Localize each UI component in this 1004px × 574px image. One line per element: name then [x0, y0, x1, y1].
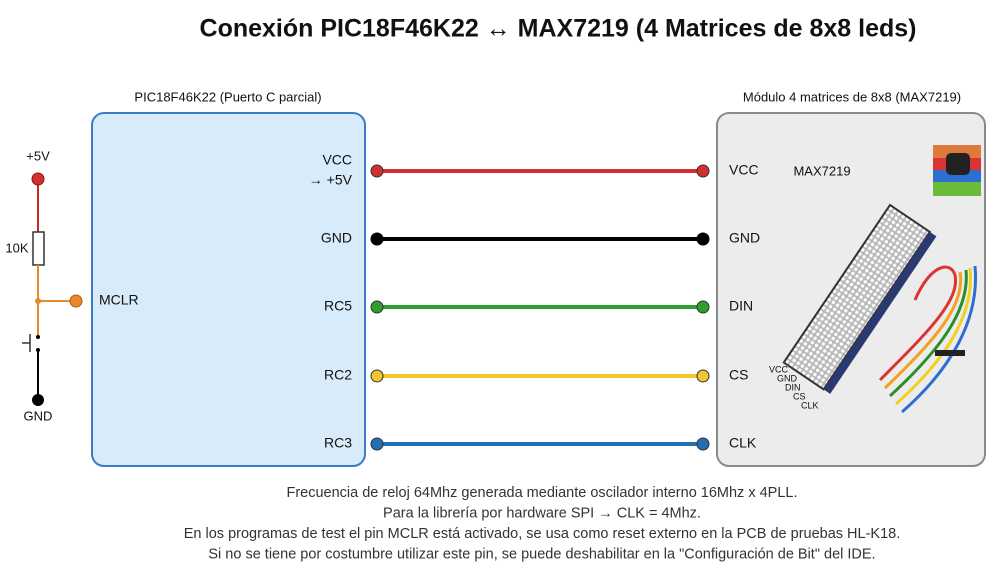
pic-pin: RC2 — [324, 367, 352, 383]
cable — [878, 265, 978, 414]
wire-end — [370, 300, 384, 314]
pic-label: PIC18F46K22 (Puerto C parcial) — [134, 89, 321, 104]
pic-pin: RC5 — [324, 298, 352, 314]
note: Si no se tiene por costumbre utilizar es… — [208, 546, 875, 562]
color-icon — [933, 145, 981, 196]
wire-end — [696, 232, 710, 246]
pic-pin: VCC — [322, 152, 352, 168]
pic-pin: RC3 — [324, 435, 352, 451]
resistor-label: 10K — [5, 240, 28, 255]
wire-end — [370, 232, 384, 246]
header-pin: VCC — [769, 364, 789, 374]
wire-end — [696, 164, 710, 178]
note: Para la librería por hardware SPI → CLK … — [383, 505, 701, 521]
wire-end — [370, 437, 384, 451]
chip-label: MAX7219 — [793, 163, 850, 178]
module-pin: CS — [729, 367, 748, 383]
pic-pin: GND — [321, 230, 352, 246]
module-pin: VCC — [729, 162, 759, 178]
note: Frecuencia de reloj 64Mhz generada media… — [286, 485, 797, 501]
note: En los programas de test el pin MCLR est… — [184, 526, 901, 542]
mclr-label: MCLR — [99, 292, 139, 308]
wire-end — [696, 437, 710, 451]
reset-circuit — [22, 172, 83, 406]
header-pin: GND — [777, 373, 798, 383]
vcc-note: → +5V — [309, 172, 353, 188]
title: Conexión PIC18F46K22 ↔ MAX7219 (4 Matric… — [200, 15, 917, 43]
wire-end — [370, 164, 384, 178]
module-pin: DIN — [729, 298, 753, 314]
header-pin: DIN — [785, 382, 801, 392]
module-pin: CLK — [729, 435, 757, 451]
supply-label: +5V — [26, 148, 50, 163]
wire-end — [370, 369, 384, 383]
module-label: Módulo 4 matrices de 8x8 (MAX7219) — [743, 89, 961, 104]
header-pin: CLK — [801, 400, 819, 410]
module-pin: GND — [729, 230, 760, 246]
pic-box — [91, 112, 366, 467]
matrix-image — [782, 203, 937, 394]
wire-end — [696, 300, 710, 314]
wire-end — [696, 369, 710, 383]
header-pin: CS — [793, 391, 806, 401]
ground-label: GND — [24, 408, 53, 423]
